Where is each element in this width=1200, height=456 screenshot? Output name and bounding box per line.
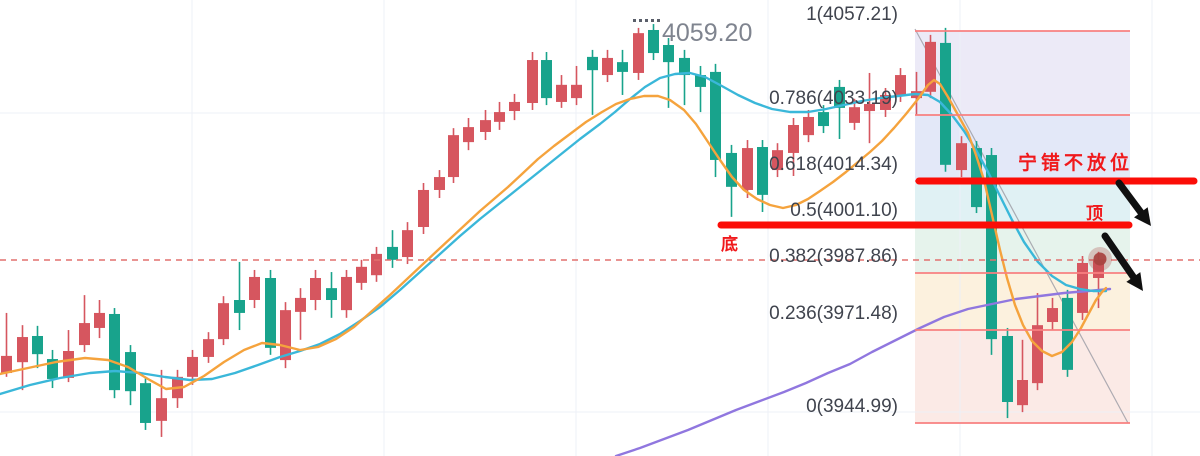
fib-level-label: 0.236(3971.48) xyxy=(769,303,898,324)
candle-body xyxy=(79,323,90,346)
candle-body xyxy=(788,125,799,153)
candle-body xyxy=(341,276,352,311)
candle-body xyxy=(772,150,783,171)
candle-body xyxy=(527,60,538,103)
candle-body xyxy=(803,116,814,136)
candle-body xyxy=(480,120,491,132)
ma-line-slow-ma-purple xyxy=(614,287,1112,456)
candle-body xyxy=(63,351,74,378)
candle-body xyxy=(1077,262,1088,313)
candle-body xyxy=(448,135,459,178)
annotation-arrow-shaft[interactable] xyxy=(1115,179,1145,216)
candle-body xyxy=(234,300,245,313)
candle-body xyxy=(371,253,382,276)
candle-body xyxy=(494,112,505,122)
candle-body xyxy=(187,356,198,377)
candle-body xyxy=(864,104,875,112)
high-price-dotted-marker xyxy=(633,19,660,22)
candle-body xyxy=(986,155,997,340)
candle-body xyxy=(218,303,229,340)
candle-body xyxy=(47,359,58,379)
candle-body xyxy=(109,313,120,391)
candle-body xyxy=(695,75,706,87)
candle-body xyxy=(249,276,260,301)
candle-body xyxy=(710,71,721,160)
candle-body xyxy=(280,310,291,361)
candle-body xyxy=(509,101,520,112)
candle-body xyxy=(203,339,214,357)
candle-body xyxy=(1032,325,1043,384)
candle-body xyxy=(402,230,413,258)
candle-body xyxy=(295,297,306,312)
candle-body xyxy=(1017,379,1028,406)
annotation-text-top[interactable]: 顶 xyxy=(1086,204,1103,223)
candle-body xyxy=(742,148,753,190)
candle-body xyxy=(1047,308,1058,323)
candle-body xyxy=(1002,335,1013,403)
candle-body xyxy=(617,62,628,72)
candle-body xyxy=(602,57,613,76)
candle-body xyxy=(849,107,860,123)
annotation-arrow-shaft[interactable] xyxy=(1101,232,1137,281)
candle-body xyxy=(834,86,845,108)
candle-body xyxy=(925,41,936,92)
candle-body xyxy=(265,278,276,348)
candle-body xyxy=(94,312,105,328)
candle-body xyxy=(17,337,28,363)
candle-body xyxy=(895,75,906,95)
fib-level-label: 0.382(3987.86) xyxy=(769,246,898,267)
annotation-text-bottom[interactable]: 底 xyxy=(721,235,738,254)
annotation-arrow-head[interactable] xyxy=(1134,207,1151,226)
candle-body xyxy=(310,278,321,301)
candle-body xyxy=(156,398,167,421)
candle-body xyxy=(663,45,674,63)
candle-body xyxy=(1062,297,1073,370)
fib-zone-fill xyxy=(915,181,1130,227)
fib-level-label: 0.618(4014.34) xyxy=(769,154,898,175)
fib-level-label: 0.5(4001.10) xyxy=(790,200,898,221)
candle-body xyxy=(140,383,151,423)
candle-body xyxy=(32,335,43,355)
annotation-arrow-head[interactable] xyxy=(1126,272,1143,291)
candle-body xyxy=(633,33,644,73)
candle-body xyxy=(587,56,598,71)
candle-body xyxy=(556,84,567,102)
candle-body xyxy=(726,152,737,187)
ma-line-fast-ma-orange xyxy=(0,78,1108,391)
annotation-text-warning[interactable]: 宁错不放位 xyxy=(1018,153,1134,174)
candle-body xyxy=(463,127,474,143)
candle-body xyxy=(679,57,690,76)
current-price-dot xyxy=(1093,252,1107,266)
candle-body xyxy=(956,143,967,171)
candle-body xyxy=(387,246,398,260)
candle-body xyxy=(541,60,552,99)
candle-body xyxy=(648,29,659,54)
candle-body xyxy=(356,266,367,283)
candle-body xyxy=(818,112,829,127)
fib-level-label: 0.786(4033.19) xyxy=(769,88,898,109)
candle-body xyxy=(940,42,951,165)
candle-body xyxy=(880,94,891,110)
fib-level-label: 0(3944.99) xyxy=(806,396,898,417)
high-price-label: 4059.20 xyxy=(662,19,753,47)
candle-body xyxy=(757,147,768,195)
fib-level-label: 1(4057.21) xyxy=(806,4,898,25)
candle-body xyxy=(418,189,429,228)
candle-body xyxy=(1,355,12,374)
candle-body xyxy=(326,288,337,301)
candle-body xyxy=(1093,259,1104,279)
candle-body xyxy=(434,177,445,190)
candle-body xyxy=(571,84,582,99)
